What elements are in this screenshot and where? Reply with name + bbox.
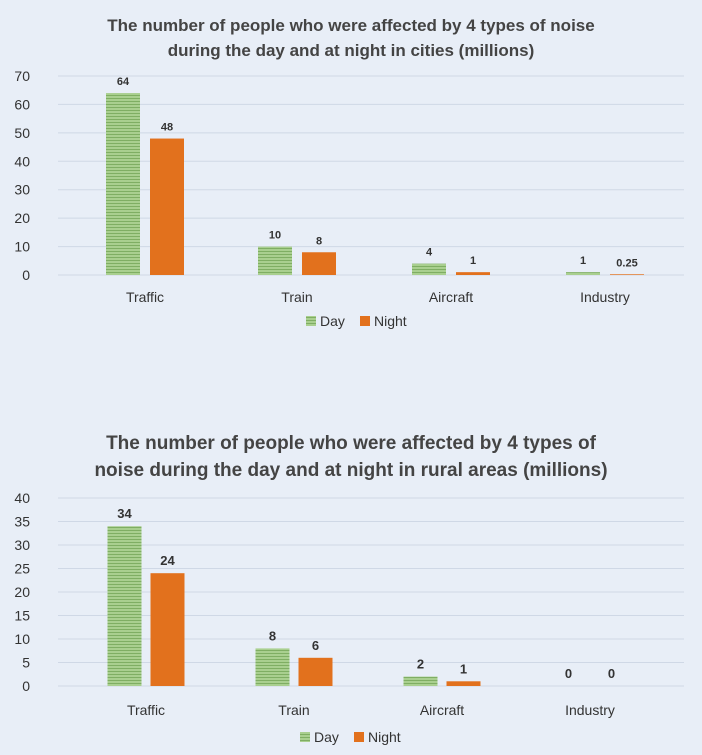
chart-title-line: The number of people who were affected b… <box>106 433 597 454</box>
y-tick-label: 25 <box>14 561 30 577</box>
legend-swatch-day <box>306 316 316 326</box>
category-label: Train <box>281 289 312 305</box>
data-label: 8 <box>269 628 276 643</box>
data-label: 4 <box>426 247 433 259</box>
data-label: 48 <box>161 122 173 134</box>
legend-swatch-night <box>354 732 364 742</box>
y-tick-label: 35 <box>14 514 30 530</box>
bar-day-aircraft <box>412 263 446 275</box>
data-label: 10 <box>269 230 281 242</box>
bar-day-industry <box>566 272 600 275</box>
legend-label-night: Night <box>368 729 401 745</box>
bar-day-train <box>258 246 292 275</box>
data-label: 2 <box>417 657 424 672</box>
data-label: 1 <box>460 661 467 676</box>
data-label: 1 <box>580 255 586 267</box>
bar-night-industry <box>610 274 644 275</box>
chart-title-line: noise during the day and at night in rur… <box>94 460 607 481</box>
legend-label-night: Night <box>374 313 407 329</box>
y-tick-label: 50 <box>14 125 30 141</box>
category-label: Traffic <box>126 289 164 305</box>
y-tick-label: 70 <box>14 68 30 84</box>
y-tick-label: 15 <box>14 608 30 624</box>
y-tick-label: 20 <box>14 210 30 226</box>
y-tick-label: 5 <box>22 655 30 671</box>
bar-day-traffic <box>107 526 142 686</box>
y-tick-label: 0 <box>22 678 30 694</box>
bar-night-traffic <box>150 138 184 275</box>
data-label: 0.25 <box>616 257 637 269</box>
y-tick-label: 10 <box>14 631 30 647</box>
data-label: 24 <box>160 553 175 568</box>
legend-swatch-day <box>300 732 310 742</box>
data-label: 1 <box>470 255 476 267</box>
bar-night-aircraft <box>456 272 490 275</box>
bar-day-train <box>255 648 290 686</box>
y-tick-label: 60 <box>14 96 30 112</box>
bar-night-aircraft <box>446 681 481 686</box>
bar-night-train <box>302 252 336 275</box>
data-label: 8 <box>316 235 322 247</box>
y-tick-label: 40 <box>14 490 30 506</box>
legend-swatch-night <box>360 316 370 326</box>
data-label: 6 <box>312 638 319 653</box>
category-label: Industry <box>580 289 630 305</box>
data-label: 34 <box>117 506 132 521</box>
legend-label-day: Day <box>320 313 345 329</box>
category-label: Train <box>278 702 309 718</box>
category-label: Industry <box>565 702 615 718</box>
y-tick-label: 40 <box>14 153 30 169</box>
bar-night-train <box>298 657 333 686</box>
bar-day-traffic <box>106 93 140 275</box>
bar-day-aircraft <box>403 676 438 686</box>
y-tick-label: 30 <box>14 537 30 553</box>
legend-label-day: Day <box>314 729 339 745</box>
data-label: 0 <box>565 666 572 681</box>
bar-night-traffic <box>150 573 185 686</box>
y-tick-label: 0 <box>22 267 30 283</box>
chart-title-line: The number of people who were affected b… <box>107 16 594 35</box>
data-label: 64 <box>117 76 130 88</box>
chart-2: The number of people who were affected b… <box>14 433 684 745</box>
category-label: Aircraft <box>429 289 473 305</box>
y-tick-label: 30 <box>14 182 30 198</box>
y-tick-label: 10 <box>14 239 30 255</box>
data-label: 0 <box>608 666 615 681</box>
category-label: Traffic <box>127 702 165 718</box>
y-tick-label: 20 <box>14 584 30 600</box>
chart-title-line: during the day and at night in cities (m… <box>168 41 534 60</box>
category-label: Aircraft <box>420 702 464 718</box>
chart-1: The number of people who were affected b… <box>14 16 684 329</box>
